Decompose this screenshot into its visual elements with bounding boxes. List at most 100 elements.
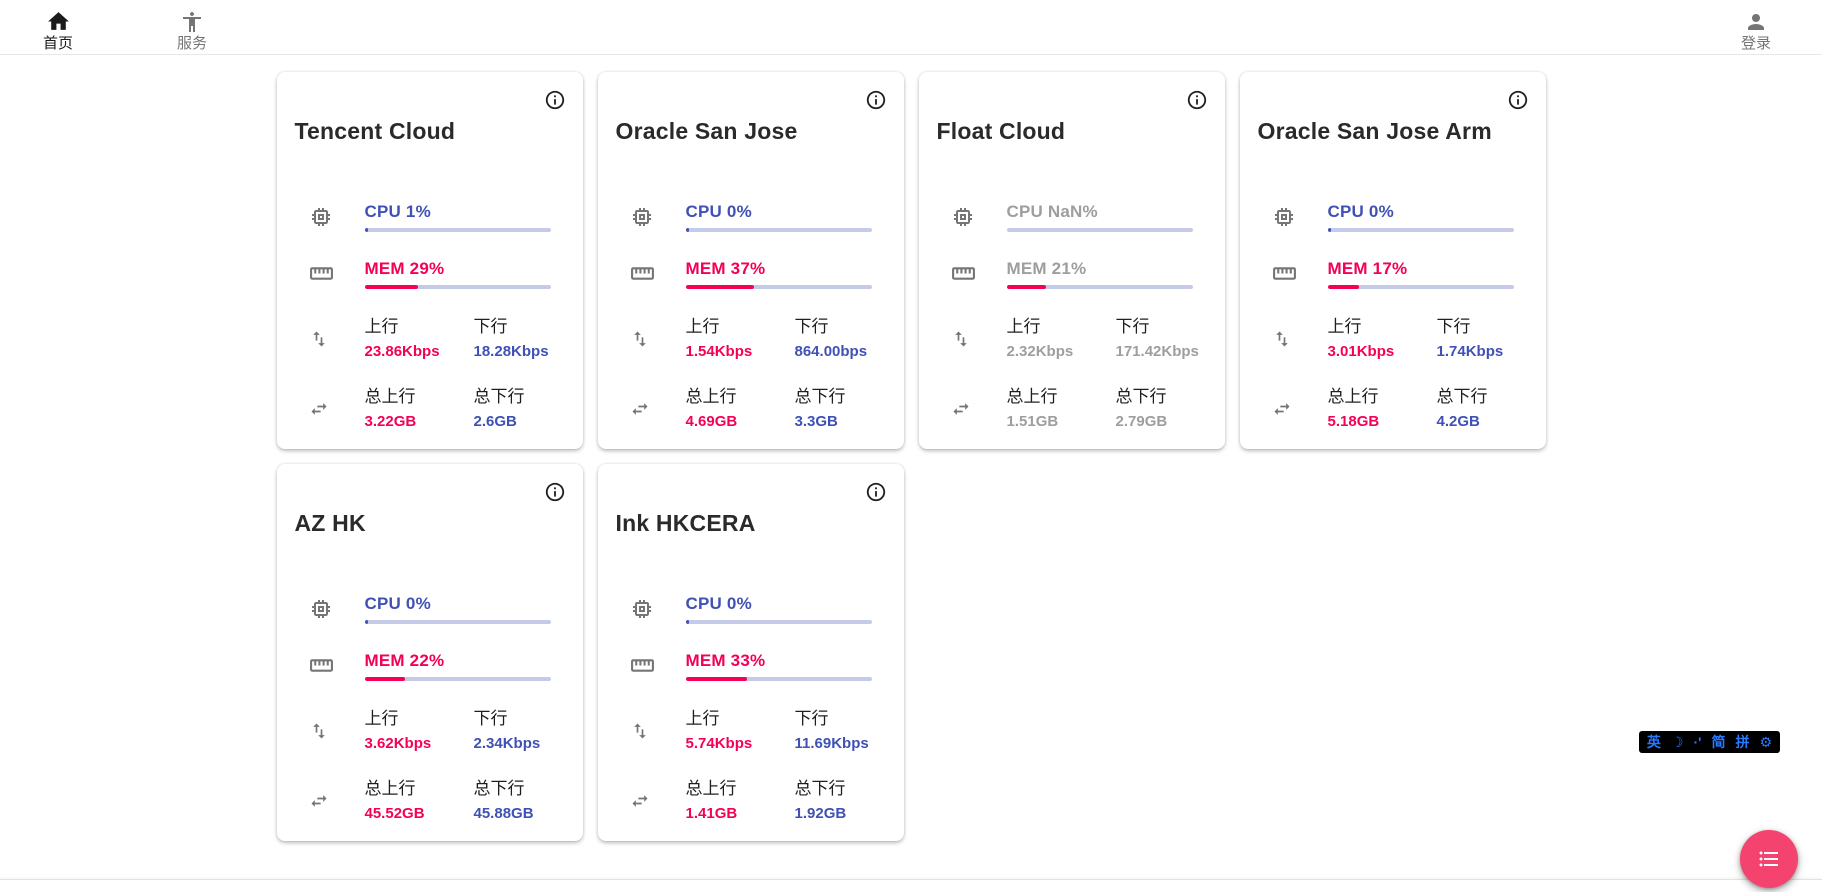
upload-label: 上行	[364, 317, 399, 337]
info-button[interactable]	[1505, 87, 1531, 113]
server-name: AZ HK	[294, 510, 366, 537]
download-label: 下行	[473, 317, 508, 337]
speed-row: 上行 1.54Kbps 下行 864.00bps	[616, 315, 886, 362]
home-icon	[46, 8, 71, 34]
total-upload-value: 1.51GB	[1006, 413, 1059, 431]
server-name: Oracle San Jose Arm	[1257, 118, 1492, 145]
cpu-usage-label: CPU NaN%	[1006, 202, 1098, 222]
swap-vertical-icon	[1258, 315, 1328, 362]
mem-usage-label: MEM 21%	[1006, 259, 1087, 279]
info-button[interactable]	[542, 87, 568, 113]
cpu-usage-label: CPU 0%	[364, 594, 431, 614]
swap-horizontal-icon	[937, 385, 1007, 432]
footer-divider	[0, 879, 1822, 892]
speed-row: 上行 23.86Kbps 下行 18.28Kbps	[295, 315, 565, 362]
upload-value: 2.32Kbps	[1006, 343, 1074, 361]
server-name: Ink HKCERA	[615, 510, 756, 537]
server-list-fab[interactable]	[1740, 830, 1798, 888]
cpu-chip-icon	[616, 593, 686, 624]
info-icon	[865, 481, 887, 503]
download-label: 下行	[1436, 317, 1471, 337]
server-card: Oracle San Jose Arm CPU 0%	[1239, 72, 1546, 449]
upload-value: 23.86Kbps	[364, 343, 440, 361]
upload-value: 1.54Kbps	[685, 343, 753, 361]
cpu-progress-fill	[685, 228, 689, 233]
server-stats: CPU 0% MEM 17%	[1258, 201, 1528, 432]
server-card: Tencent Cloud CPU 1%	[276, 72, 583, 449]
cpu-progress-fill	[685, 620, 689, 625]
total-upload-label: 总上行	[1327, 387, 1379, 407]
swap-horizontal-icon	[295, 777, 365, 824]
total-download-label: 总下行	[794, 387, 846, 407]
total-download-value: 4.2GB	[1436, 413, 1480, 431]
cpu-usage-label: CPU 0%	[685, 594, 752, 614]
download-label: 下行	[473, 709, 508, 729]
cpu-usage-label: CPU 1%	[364, 202, 431, 222]
swap-horizontal-icon	[295, 385, 365, 432]
swap-horizontal-icon	[616, 777, 686, 824]
download-value: 18.28Kbps	[473, 343, 549, 361]
speed-row: 上行 3.62Kbps 下行 2.34Kbps	[295, 707, 565, 754]
mem-usage-label: MEM 29%	[364, 259, 445, 279]
server-card: Ink HKCERA CPU 0%	[597, 464, 904, 841]
ime-item[interactable]: ·'	[1693, 734, 1702, 750]
ime-item[interactable]: 英	[1646, 734, 1661, 750]
mem-row: MEM 17%	[1258, 258, 1528, 290]
memory-ruler-icon	[295, 258, 365, 289]
swap-vertical-icon	[937, 315, 1007, 362]
info-icon	[1507, 89, 1529, 111]
ime-item[interactable]: 简	[1711, 734, 1726, 750]
server-name: Oracle San Jose	[615, 118, 798, 145]
server-stats: CPU NaN% MEM 21%	[937, 201, 1207, 432]
total-upload-value: 3.22GB	[364, 413, 417, 431]
ime-item[interactable]: ⚙	[1759, 734, 1772, 750]
swap-horizontal-icon	[616, 385, 686, 432]
mem-usage-label: MEM 37%	[685, 259, 766, 279]
swap-vertical-icon	[616, 315, 686, 362]
ime-item[interactable]: ☽	[1670, 734, 1684, 750]
swap-horizontal-icon	[1258, 385, 1328, 432]
mem-row: MEM 29%	[295, 258, 565, 290]
total-row: 总上行 5.18GB 总下行 4.2GB	[1258, 385, 1528, 432]
memory-ruler-icon	[616, 650, 686, 681]
cpu-chip-icon	[937, 201, 1007, 232]
top-nav-bar: 首页 服务 登录	[0, 0, 1822, 55]
memory-ruler-icon	[937, 258, 1007, 289]
nav-item-login[interactable]: 登录	[1718, 2, 1794, 53]
info-button[interactable]	[863, 479, 889, 505]
cpu-progress-fill	[364, 228, 368, 233]
mem-progress-fill	[1006, 285, 1046, 290]
cpu-row: CPU 1%	[295, 201, 565, 233]
upload-value: 3.01Kbps	[1327, 343, 1395, 361]
total-row: 总上行 1.51GB 总下行 2.79GB	[937, 385, 1207, 432]
server-stats: CPU 1% MEM 29%	[295, 201, 565, 432]
mem-progress-fill	[685, 677, 747, 682]
ime-item[interactable]: 拼	[1735, 734, 1750, 750]
cpu-progress-fill	[364, 620, 368, 625]
speed-row: 上行 5.74Kbps 下行 11.69Kbps	[616, 707, 886, 754]
total-download-value: 3.3GB	[794, 413, 838, 431]
total-upload-label: 总上行	[685, 387, 737, 407]
info-button[interactable]	[542, 479, 568, 505]
mem-progress-track	[1006, 285, 1193, 290]
nav-item-home[interactable]: 首页	[20, 2, 96, 53]
total-download-label: 总下行	[1115, 387, 1167, 407]
info-button[interactable]	[1184, 87, 1210, 113]
total-upload-value: 1.41GB	[685, 805, 738, 823]
upload-label: 上行	[1327, 317, 1362, 337]
download-value: 2.34Kbps	[473, 735, 541, 753]
cpu-chip-icon	[295, 201, 365, 232]
download-label: 下行	[794, 709, 829, 729]
upload-label: 上行	[364, 709, 399, 729]
cpu-chip-icon	[295, 593, 365, 624]
speed-row: 上行 2.32Kbps 下行 171.42Kbps	[937, 315, 1207, 362]
total-download-value: 2.79GB	[1115, 413, 1168, 431]
info-button[interactable]	[863, 87, 889, 113]
cpu-progress-track	[685, 228, 872, 233]
total-row: 总上行 45.52GB 总下行 45.88GB	[295, 777, 565, 824]
cpu-usage-label: CPU 0%	[685, 202, 752, 222]
total-upload-label: 总上行	[364, 387, 416, 407]
download-label: 下行	[794, 317, 829, 337]
nav-item-services[interactable]: 服务	[154, 2, 230, 53]
total-upload-value: 4.69GB	[685, 413, 738, 431]
